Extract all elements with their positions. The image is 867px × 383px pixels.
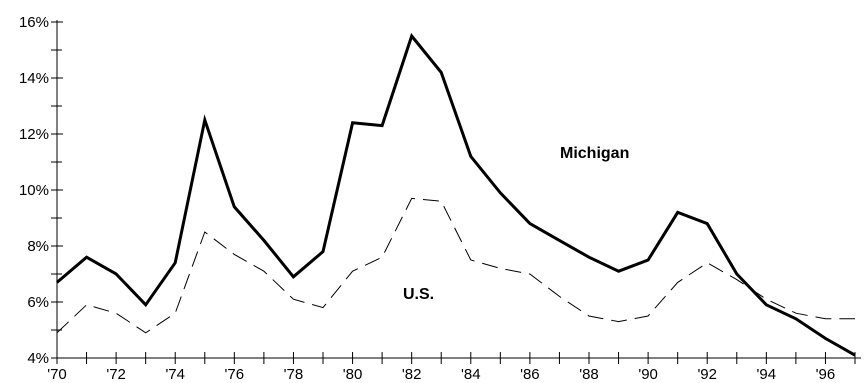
- y-tick-label: 10%: [19, 182, 49, 199]
- series-labels: Michigan U.S.: [403, 145, 629, 303]
- series-line-michigan: [56, 32, 856, 357]
- y-tick-label: 8%: [27, 238, 49, 255]
- axes: 4% 6% 8% 10% 12% 14% 16% '70 '72 '74 '76 '78 '80 '82 '…: [19, 14, 861, 383]
- x-tick-label: '70: [47, 366, 67, 383]
- y-tick-label: 12%: [19, 126, 49, 143]
- y-tick-label: 16%: [19, 14, 49, 31]
- x-tick-label: '94: [757, 366, 777, 383]
- x-tick-label: '90: [638, 366, 658, 383]
- y-tick-label: 4%: [27, 350, 49, 367]
- x-tick-label: '84: [461, 366, 481, 383]
- series-label-us: U.S.: [403, 286, 434, 303]
- series-label-michigan: Michigan: [560, 145, 629, 162]
- x-tick-label: '78: [284, 366, 304, 383]
- x-tick-label: '88: [579, 366, 599, 383]
- x-tick-label: '86: [520, 366, 540, 383]
- y-tick-label: 14%: [19, 70, 49, 87]
- x-tick-label: '74: [165, 366, 185, 383]
- y-tick-label: 6%: [27, 294, 49, 311]
- x-tick-label: '92: [697, 366, 717, 383]
- x-tick-label: '82: [402, 366, 422, 383]
- series-lines: [56, 32, 856, 357]
- x-tick-label: '72: [106, 366, 126, 383]
- x-tick-label: '96: [816, 366, 836, 383]
- x-tick-label: '80: [343, 366, 363, 383]
- series-line-us: [56, 197, 855, 334]
- x-tick-label: '76: [225, 366, 245, 383]
